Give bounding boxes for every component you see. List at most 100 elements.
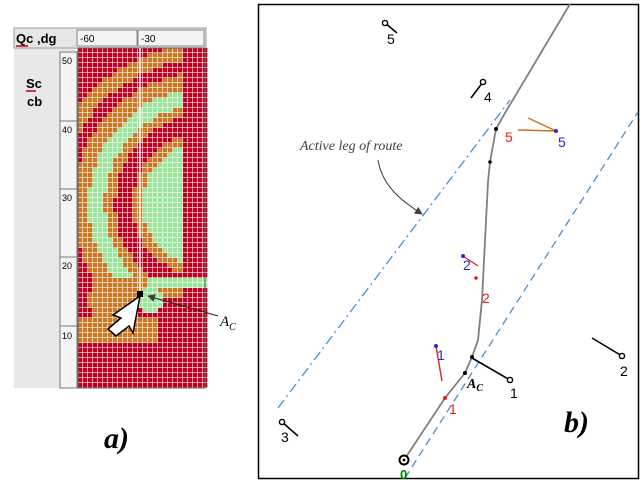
heatmap-cell <box>193 58 198 63</box>
heatmap-cell <box>138 358 143 363</box>
heatmap-cell <box>193 293 198 298</box>
heatmap-cell <box>113 263 118 268</box>
heatmap-cell <box>153 263 158 268</box>
heatmap-cell <box>153 328 158 333</box>
heatmap-cell <box>98 353 103 358</box>
heatmap-cell <box>128 368 133 373</box>
panel-a-marker-dot <box>137 291 143 297</box>
heatmap-cell <box>158 53 163 58</box>
heatmap-cell <box>113 48 118 53</box>
heatmap-cell <box>188 123 193 128</box>
heatmap-cell <box>118 83 123 88</box>
heatmap-cell <box>183 258 188 263</box>
heatmap-cell <box>163 253 168 258</box>
heatmap-cell <box>173 228 178 233</box>
heatmap-cell <box>153 213 158 218</box>
heatmap-cell <box>143 353 148 358</box>
heatmap-cell <box>128 158 133 163</box>
heatmap-cell <box>128 258 133 263</box>
heatmap-cell <box>158 253 163 258</box>
heatmap-cell <box>148 383 153 388</box>
heatmap-cell <box>118 223 123 228</box>
heatmap-cell <box>123 118 128 123</box>
heatmap-cell <box>83 283 88 288</box>
heatmap-cell <box>198 333 203 338</box>
heatmap-cell <box>173 63 178 68</box>
heatmap-cell <box>173 53 178 58</box>
heatmap-cell <box>148 348 153 353</box>
heatmap-cell <box>153 383 158 388</box>
heatmap-cell <box>118 253 123 258</box>
heatmap-cell <box>98 98 103 103</box>
heatmap-cell <box>178 198 183 203</box>
heatmap-cell <box>118 108 123 113</box>
heatmap-cell <box>78 313 83 318</box>
heatmap-cell <box>168 303 173 308</box>
heatmap-cell <box>183 183 188 188</box>
heatmap-cell <box>133 218 138 223</box>
heatmap-cell <box>133 198 138 203</box>
heatmap-cell <box>118 73 123 78</box>
heatmap-cell <box>178 318 183 323</box>
heatmap-cell <box>178 248 183 253</box>
heatmap-cell <box>188 213 193 218</box>
heatmap-cell <box>168 373 173 378</box>
heatmap-cell <box>88 83 93 88</box>
heatmap-cell <box>168 288 173 293</box>
heatmap-cell <box>183 358 188 363</box>
heatmap-cell <box>188 243 193 248</box>
heatmap-cell <box>183 108 188 113</box>
heatmap-cell <box>143 218 148 223</box>
heatmap-cell <box>173 313 178 318</box>
heatmap-cell <box>173 103 178 108</box>
heatmap-cell <box>78 73 83 78</box>
heatmap-cell <box>193 303 198 308</box>
heatmap-cell <box>153 373 158 378</box>
heatmap-cell <box>138 378 143 383</box>
heatmap-cell <box>98 173 103 178</box>
heatmap-cell <box>148 158 153 163</box>
heatmap-cell <box>168 298 173 303</box>
heatmap-cell <box>173 148 178 153</box>
heatmap-cell <box>163 158 168 163</box>
heatmap-cell <box>178 148 183 153</box>
heatmap-cell <box>133 148 138 153</box>
heatmap-cell <box>83 258 88 263</box>
heatmap-cell <box>123 168 128 173</box>
heatmap-cell <box>153 68 158 73</box>
heatmap-cell <box>113 233 118 238</box>
heatmap-cell <box>168 363 173 368</box>
heatmap-cell <box>113 63 118 68</box>
heatmap-cell <box>163 328 168 333</box>
heatmap-cell <box>168 168 173 173</box>
heatmap-cell <box>83 378 88 383</box>
heatmap-cell <box>88 293 93 298</box>
heatmap-cell <box>88 208 93 213</box>
heatmap-cell <box>168 293 173 298</box>
heatmap-cell <box>193 183 198 188</box>
target-track-4 <box>470 81 484 99</box>
heatmap-cell <box>143 223 148 228</box>
heatmap-cell <box>153 48 158 53</box>
heatmap-cell <box>153 188 158 193</box>
heatmap-cell <box>143 273 148 278</box>
heatmap-cell <box>93 153 98 158</box>
heatmap-cell <box>143 53 148 58</box>
heatmap-cell <box>133 358 138 363</box>
heatmap-cell <box>123 333 128 338</box>
heatmap-cell <box>133 53 138 58</box>
heatmap-cell <box>103 333 108 338</box>
heatmap-cell <box>193 118 198 123</box>
heatmap-cell <box>118 198 123 203</box>
heatmap-cell <box>163 278 168 283</box>
heatmap-cell <box>168 383 173 388</box>
heatmap-cell <box>98 263 103 268</box>
heatmap-cell <box>198 338 203 343</box>
heatmap-cell <box>148 83 153 88</box>
heatmap-cell <box>98 198 103 203</box>
heatmap-cell <box>188 163 193 168</box>
heatmap-cell <box>153 98 158 103</box>
heatmap-cell <box>98 153 103 158</box>
heatmap-cell <box>133 103 138 108</box>
heatmap-cell <box>178 133 183 138</box>
